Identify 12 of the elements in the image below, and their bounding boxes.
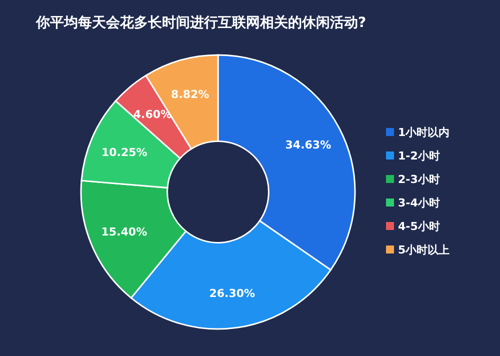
chart-title: 你平均每天会花多长时间进行互联网相关的休闲活动?: [35, 14, 366, 31]
legend-label: 1-2小时: [398, 150, 440, 162]
legend-label: 3-4小时: [398, 196, 440, 210]
legend-label: 2-3小时: [398, 173, 440, 186]
data-label: 8.82%: [171, 88, 210, 102]
legend-label: 4-5小时: [398, 220, 440, 233]
data-label: 10.25%: [102, 146, 148, 159]
data-label: 26.30%: [209, 286, 256, 300]
legend-label: 5小时以上: [398, 244, 450, 256]
data-label: 34.63%: [285, 138, 332, 152]
legend-label: 1小时以内: [398, 126, 450, 139]
data-label: 15.40%: [101, 226, 148, 239]
